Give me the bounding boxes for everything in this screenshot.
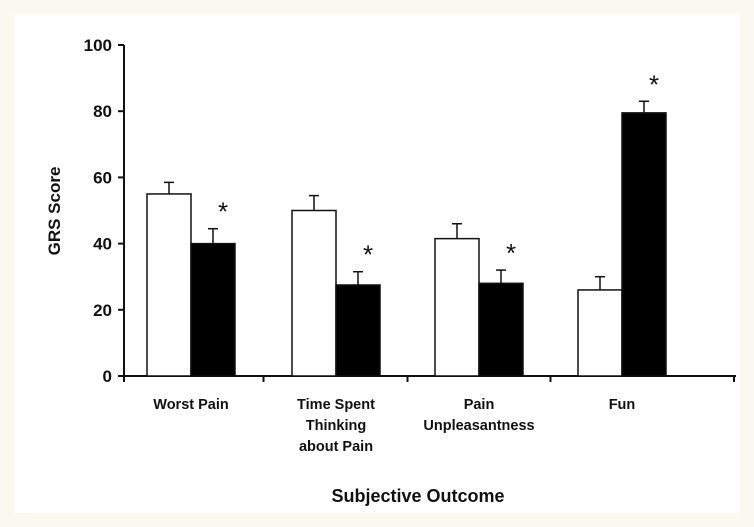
bar [291, 209, 337, 377]
significance-marker: * [506, 238, 516, 268]
x-category-label-line: Time Spent [297, 397, 375, 413]
bar [478, 282, 524, 377]
x-category-label-line: Worst Pain [153, 397, 228, 413]
x-category-label-line: Fun [609, 397, 636, 413]
x-category-label: Time Spent Thinking about Pain [297, 397, 375, 455]
y-tick-label: 80 [93, 102, 112, 121]
x-axis-title: Subjective Outcome [331, 486, 504, 506]
bar [434, 237, 480, 377]
plot-area: 0 20 40 60 80 100 * * * * Worst Pain Time Spent Thin… [84, 36, 736, 455]
bar [146, 193, 192, 377]
y-tick-label: 60 [93, 168, 112, 187]
x-category-label: Fun [609, 397, 636, 413]
chart-frame: GRS Score Subjective Outcome 0 20 40 60 80 10… [14, 14, 740, 513]
y-tick-label: 40 [93, 235, 112, 254]
x-category-label: Pain Unpleasantness [423, 397, 534, 434]
y-tick-label: 0 [103, 367, 112, 386]
significance-marker: * [363, 240, 373, 270]
bar-chart: GRS Score Subjective Outcome 0 20 40 60 80 10… [45, 36, 736, 506]
bar [335, 284, 381, 377]
x-category-label: Worst Pain [153, 397, 228, 413]
x-category-label-line: about Pain [299, 439, 373, 455]
significance-marker: * [649, 69, 659, 99]
significance-marker: * [218, 197, 228, 227]
y-tick-label: 20 [93, 301, 112, 320]
bar [577, 289, 623, 377]
y-tick-label: 100 [84, 36, 112, 55]
y-axis-title: GRS Score [45, 167, 64, 256]
bar [190, 242, 236, 377]
x-category-label-line: Thinking [306, 418, 366, 434]
x-category-label-line: Unpleasantness [423, 418, 534, 434]
bar [621, 112, 667, 377]
x-category-label-line: Pain [464, 397, 495, 413]
